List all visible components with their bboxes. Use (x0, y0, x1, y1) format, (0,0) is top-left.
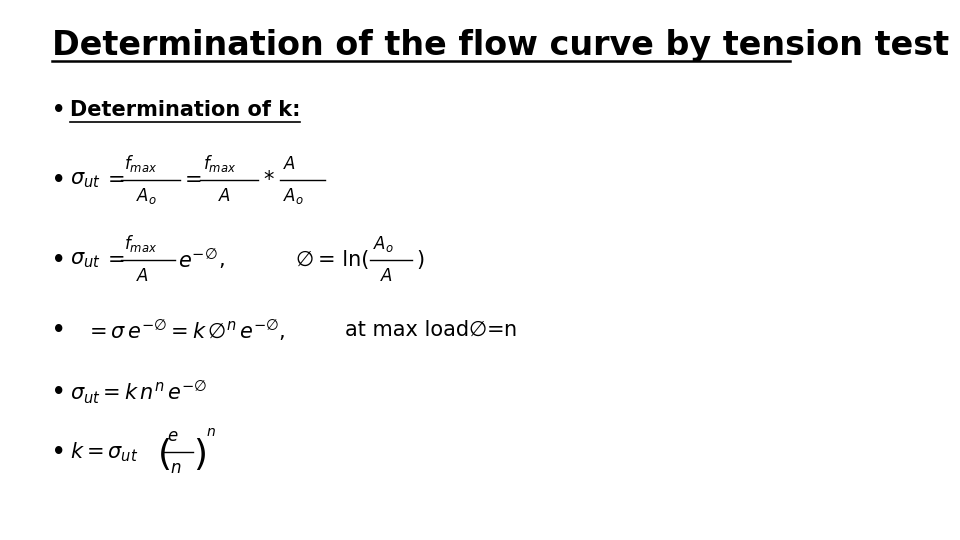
Text: ): ) (416, 250, 424, 270)
Text: $A_o$: $A_o$ (373, 234, 394, 254)
Text: $e^{-\varnothing}$: $e^{-\varnothing}$ (178, 248, 218, 272)
Text: =: = (108, 250, 126, 270)
Point (115, 256, 127, 263)
Text: •: • (52, 100, 65, 120)
Text: $\varnothing$: $\varnothing$ (295, 250, 314, 270)
Text: =: = (185, 170, 203, 190)
Text: $k = \sigma_{ut}$: $k = \sigma_{ut}$ (70, 440, 138, 464)
Text: •: • (52, 382, 65, 402)
Text: = ln(: = ln( (318, 250, 370, 270)
Point (294, 119, 305, 125)
Point (157, 449, 169, 455)
Point (784, 58, 796, 64)
Text: $n$: $n$ (170, 459, 181, 477)
Point (275, 177, 286, 183)
Point (320, 177, 331, 183)
Text: (: ( (158, 438, 172, 472)
Text: $f_{max}$: $f_{max}$ (124, 233, 157, 254)
Point (115, 177, 127, 183)
Point (46, 58, 58, 64)
Text: •: • (52, 442, 65, 462)
Text: $\sigma_{ut} = k\, n^n\, e^{-\varnothing}$: $\sigma_{ut} = k\, n^n\, e^{-\varnothing… (70, 379, 207, 406)
Text: *: * (263, 170, 274, 190)
Point (364, 256, 375, 263)
Text: ): ) (193, 438, 207, 472)
Text: $A_o$: $A_o$ (283, 186, 304, 206)
Text: •: • (52, 170, 65, 190)
Text: $A$: $A$ (136, 267, 149, 285)
Point (64, 119, 76, 125)
Text: ,: , (218, 250, 225, 270)
Text: $f_{max}$: $f_{max}$ (203, 153, 236, 174)
Text: at max load: at max load (345, 320, 469, 340)
Text: •: • (52, 250, 65, 270)
Text: $A$: $A$ (218, 187, 231, 205)
Text: $\varnothing$=n: $\varnothing$=n (468, 320, 517, 340)
Point (194, 177, 205, 183)
Text: Determination of the flow curve by tension test: Determination of the flow curve by tensi… (52, 29, 949, 62)
Point (169, 256, 180, 263)
Text: $A$: $A$ (283, 155, 296, 173)
Text: Determination of k:: Determination of k: (70, 100, 300, 120)
Text: $= \sigma\, e^{-\varnothing} = k\, \varnothing^n\, e^{-\varnothing},$: $= \sigma\, e^{-\varnothing} = k\, \varn… (85, 317, 285, 343)
Point (175, 177, 186, 183)
Text: $\sigma_{ut}$: $\sigma_{ut}$ (70, 250, 101, 270)
Text: $A$: $A$ (380, 267, 394, 285)
Text: $e$: $e$ (167, 427, 179, 445)
Text: $A_o$: $A_o$ (136, 186, 156, 206)
Text: •: • (52, 320, 65, 340)
Text: $\sigma_{ut}$: $\sigma_{ut}$ (70, 170, 101, 190)
Point (406, 256, 418, 263)
Point (252, 177, 264, 183)
Text: $n$: $n$ (206, 425, 216, 439)
Text: $f_{max}$: $f_{max}$ (124, 153, 157, 174)
Point (187, 449, 199, 455)
Text: =: = (108, 170, 126, 190)
